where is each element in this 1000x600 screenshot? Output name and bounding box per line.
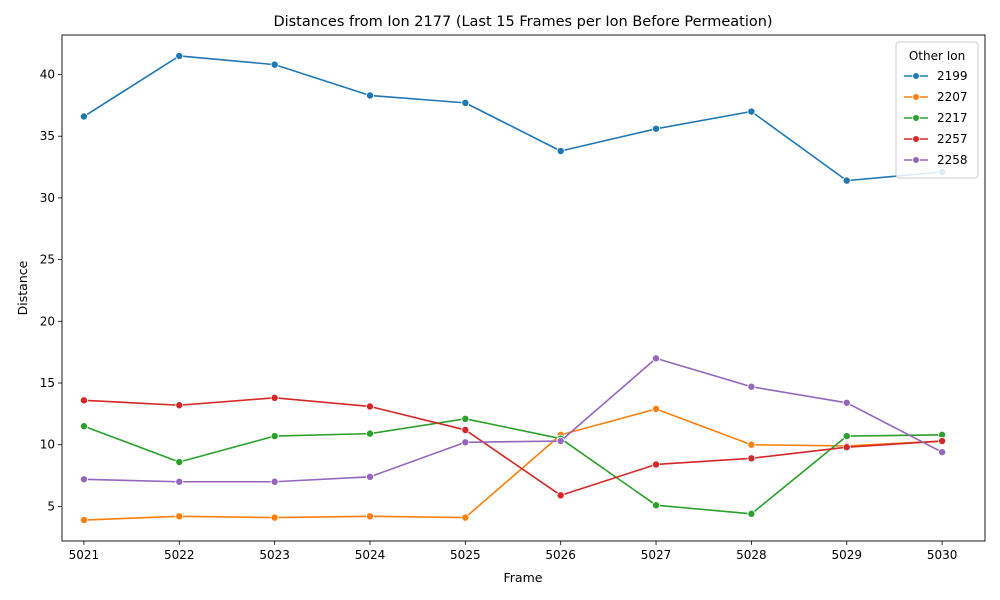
data-point-2199: [842, 176, 851, 185]
data-point-2199: [365, 91, 374, 100]
data-point-2217: [270, 432, 279, 441]
data-point-2258: [175, 477, 184, 486]
data-point-2257: [652, 460, 661, 469]
plot-area: [79, 51, 947, 525]
y-tick-label: 40: [40, 67, 55, 81]
data-point-2207: [365, 512, 374, 521]
data-point-2207: [270, 513, 279, 522]
data-point-2217: [79, 422, 88, 431]
data-point-2258: [556, 437, 565, 446]
x-tick-label: 5028: [736, 548, 767, 562]
data-point-2257: [461, 425, 470, 434]
data-point-2257: [365, 402, 374, 411]
data-point-2217: [747, 509, 756, 518]
legend-label-2217: 2217: [937, 111, 968, 125]
x-tick-label: 5026: [545, 548, 576, 562]
data-point-2257: [79, 396, 88, 405]
data-point-2199: [79, 112, 88, 121]
data-point-2199: [556, 147, 565, 156]
legend: Other Ion 2199 2207 2217 2257 2258: [895, 41, 979, 179]
x-axis-label: Frame: [504, 570, 543, 585]
series-line-2257: [83, 397, 943, 497]
y-tick-label: 10: [40, 438, 55, 452]
y-tick-label: 25: [40, 253, 55, 267]
data-point-2258: [652, 354, 661, 363]
data-point-2207: [461, 513, 470, 522]
data-point-2257: [842, 443, 851, 452]
data-point-2199: [270, 60, 279, 69]
data-point-2258: [461, 438, 470, 447]
data-point-2257: [270, 393, 279, 402]
series-line-2217: [83, 418, 943, 515]
series-line-2207: [83, 408, 943, 521]
data-point-2258: [842, 398, 851, 407]
data-point-2258: [365, 472, 374, 481]
data-point-2217: [652, 501, 661, 510]
x-tick-label: 5024: [355, 548, 386, 562]
axis-ticks: 5021 5022 5023 5024 5025 5026 5027 5028 5029 5030…: [40, 67, 958, 562]
series-line-2199: [83, 55, 943, 182]
x-tick-label: 5021: [69, 548, 100, 562]
x-tick-label: 5022: [164, 548, 195, 562]
legend-label-2207: 2207: [937, 90, 968, 104]
legend-label-2199: 2199: [937, 69, 968, 83]
data-point-2257: [747, 454, 756, 463]
data-point-2257: [556, 491, 565, 500]
legend-label-2257: 2257: [937, 132, 968, 146]
data-point-2257: [175, 401, 184, 410]
data-point-2199: [461, 98, 470, 107]
y-tick-label: 20: [40, 314, 55, 328]
data-point-2207: [79, 516, 88, 525]
y-tick-label: 5: [47, 499, 55, 513]
legend-marker-2199: [912, 72, 920, 80]
data-point-2199: [652, 124, 661, 133]
y-tick-label: 35: [40, 129, 55, 143]
legend-title: Other Ion: [909, 49, 965, 63]
data-point-2207: [652, 404, 661, 413]
data-point-2257: [938, 437, 947, 446]
x-tick-label: 5029: [831, 548, 862, 562]
plot-frame: [61, 34, 986, 542]
y-tick-label: 30: [40, 191, 55, 205]
data-point-2217: [175, 458, 184, 467]
x-tick-label: 5023: [259, 548, 290, 562]
data-point-2207: [175, 512, 184, 521]
data-point-2207: [747, 440, 756, 449]
data-point-2217: [365, 429, 374, 438]
chart-title: Distances from Ion 2177 (Last 15 Frames …: [273, 14, 772, 30]
y-tick-label: 15: [40, 376, 55, 390]
data-point-2258: [938, 448, 947, 457]
x-tick-label: 5025: [450, 548, 481, 562]
x-tick-label: 5030: [927, 548, 958, 562]
data-point-2217: [842, 432, 851, 441]
data-point-2199: [747, 107, 756, 116]
data-point-2199: [175, 51, 184, 60]
data-point-2217: [461, 414, 470, 423]
legend-marker-2257: [912, 135, 920, 143]
y-axis-label: Distance: [15, 260, 30, 315]
data-point-2258: [747, 382, 756, 391]
x-tick-label: 5027: [641, 548, 672, 562]
legend-label-2258: 2258: [937, 153, 968, 167]
series-line-2258: [83, 357, 943, 483]
legend-marker-2207: [912, 93, 920, 101]
legend-marker-2258: [912, 156, 920, 164]
data-point-2258: [79, 475, 88, 484]
legend-marker-2217: [912, 114, 920, 122]
data-point-2258: [270, 477, 279, 486]
